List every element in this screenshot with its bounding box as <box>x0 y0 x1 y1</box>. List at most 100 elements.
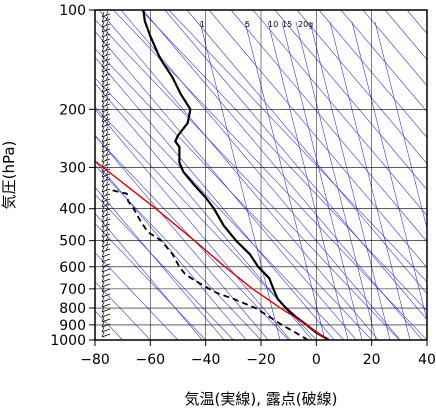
wind-barb <box>101 71 111 78</box>
wind-barb <box>101 281 111 288</box>
adiabat-line <box>318 10 427 139</box>
wind-barb <box>101 251 111 258</box>
adiabat-line <box>296 10 427 165</box>
adiabat-line <box>429 10 436 400</box>
x-tick-label: 0 <box>312 352 321 368</box>
wind-barb <box>101 271 111 278</box>
wind-barb <box>101 241 111 248</box>
wind-barbs <box>101 11 111 338</box>
adiabat-line <box>95 186 225 340</box>
wind-barb <box>101 156 111 163</box>
wind-barb <box>101 316 111 323</box>
adiabat-line <box>362 10 427 87</box>
mixing-ratio-line <box>267 21 349 340</box>
isotherm-line <box>95 281 151 340</box>
mixing-ratio-line <box>351 21 427 322</box>
wind-barb <box>101 121 111 128</box>
isotherm-line <box>95 135 289 340</box>
wind-barb <box>101 26 111 33</box>
wind-barb <box>101 76 111 83</box>
wind-barb <box>101 211 111 218</box>
mixing-ratio-label: 10 <box>268 20 278 29</box>
wind-barb <box>101 176 111 183</box>
wind-barb <box>101 231 111 238</box>
adiabat-line <box>98 10 379 340</box>
wind-barb <box>101 266 111 273</box>
adiabat-line <box>95 160 247 340</box>
wind-barb <box>101 106 111 113</box>
wind-barb <box>101 51 111 58</box>
parcel-line <box>95 160 328 340</box>
data-series <box>95 10 330 340</box>
wind-barb <box>101 131 111 138</box>
mixing-ratio-label: 20g <box>298 20 313 29</box>
wind-barb <box>101 16 111 23</box>
adiabat-line <box>120 10 401 340</box>
wind-barb <box>101 256 111 263</box>
wind-barb <box>101 181 111 188</box>
y-tick-label: 1000 <box>50 333 86 349</box>
wind-barb <box>101 146 111 153</box>
mixing-ratio-label: 1 <box>200 20 205 29</box>
wind-barb <box>101 326 111 333</box>
wind-barb <box>101 151 111 158</box>
y-tick-label: 400 <box>59 202 86 218</box>
isotherm-line <box>95 193 234 340</box>
adiabat-line <box>384 10 427 61</box>
y-tick-label: 800 <box>59 301 86 317</box>
background-lines <box>95 10 436 400</box>
wind-barb <box>101 86 111 93</box>
wind-barb <box>101 111 111 118</box>
wind-barb <box>101 201 111 208</box>
wind-barb <box>101 141 111 148</box>
isotherm-line <box>95 164 262 340</box>
adiabat-line <box>252 10 427 217</box>
wind-barb <box>101 171 111 178</box>
wind-barb <box>101 81 111 88</box>
adiabat-line <box>95 56 335 340</box>
adiabat-line <box>95 108 291 340</box>
adiabat-line <box>274 10 427 191</box>
mixing-ratio-line <box>329 21 411 340</box>
wind-barb <box>101 21 111 28</box>
y-tick-label: 600 <box>59 260 86 276</box>
mixing-ratio-labels: 1 5 10 15 20g <box>200 20 313 29</box>
y-tick-label: 100 <box>59 3 86 19</box>
wind-barb <box>101 276 111 283</box>
wind-barb <box>101 216 111 223</box>
wind-barb <box>101 61 111 68</box>
adiabat-line <box>208 10 427 269</box>
adiabat-line <box>142 10 423 340</box>
wind-barb <box>101 161 111 168</box>
x-tick-label: 40 <box>418 352 436 368</box>
mixing-ratio-label: 15 <box>282 20 292 29</box>
wind-barb <box>101 196 111 203</box>
mixing-ratio-line <box>281 21 363 340</box>
wind-barb <box>101 36 111 43</box>
isobar-grid <box>89 9 428 346</box>
x-tick-label: −60 <box>136 352 166 368</box>
adiabat-line <box>230 10 427 243</box>
temperature-line <box>142 10 330 340</box>
mixing-ratio-line <box>199 21 281 340</box>
plot-frame <box>94 9 428 341</box>
y-tick-label: 300 <box>59 160 86 176</box>
wind-barb <box>101 286 111 293</box>
adiabat-line <box>95 82 313 340</box>
wind-barb <box>101 226 111 233</box>
isotherm-line <box>168 10 427 283</box>
wind-barb <box>101 66 111 73</box>
wind-barb <box>101 136 111 143</box>
wind-barb <box>101 306 111 313</box>
adiabat-line <box>164 10 427 321</box>
x-tick-label: −80 <box>80 352 110 368</box>
mixing-ratio-line <box>295 21 377 340</box>
wind-barb <box>101 206 111 213</box>
wind-barb <box>101 126 111 133</box>
wind-barb <box>101 46 111 53</box>
isotherm-line <box>95 223 206 340</box>
wind-barb <box>101 321 111 328</box>
wind-barb <box>101 116 111 123</box>
y-tick-label: 500 <box>59 234 86 250</box>
